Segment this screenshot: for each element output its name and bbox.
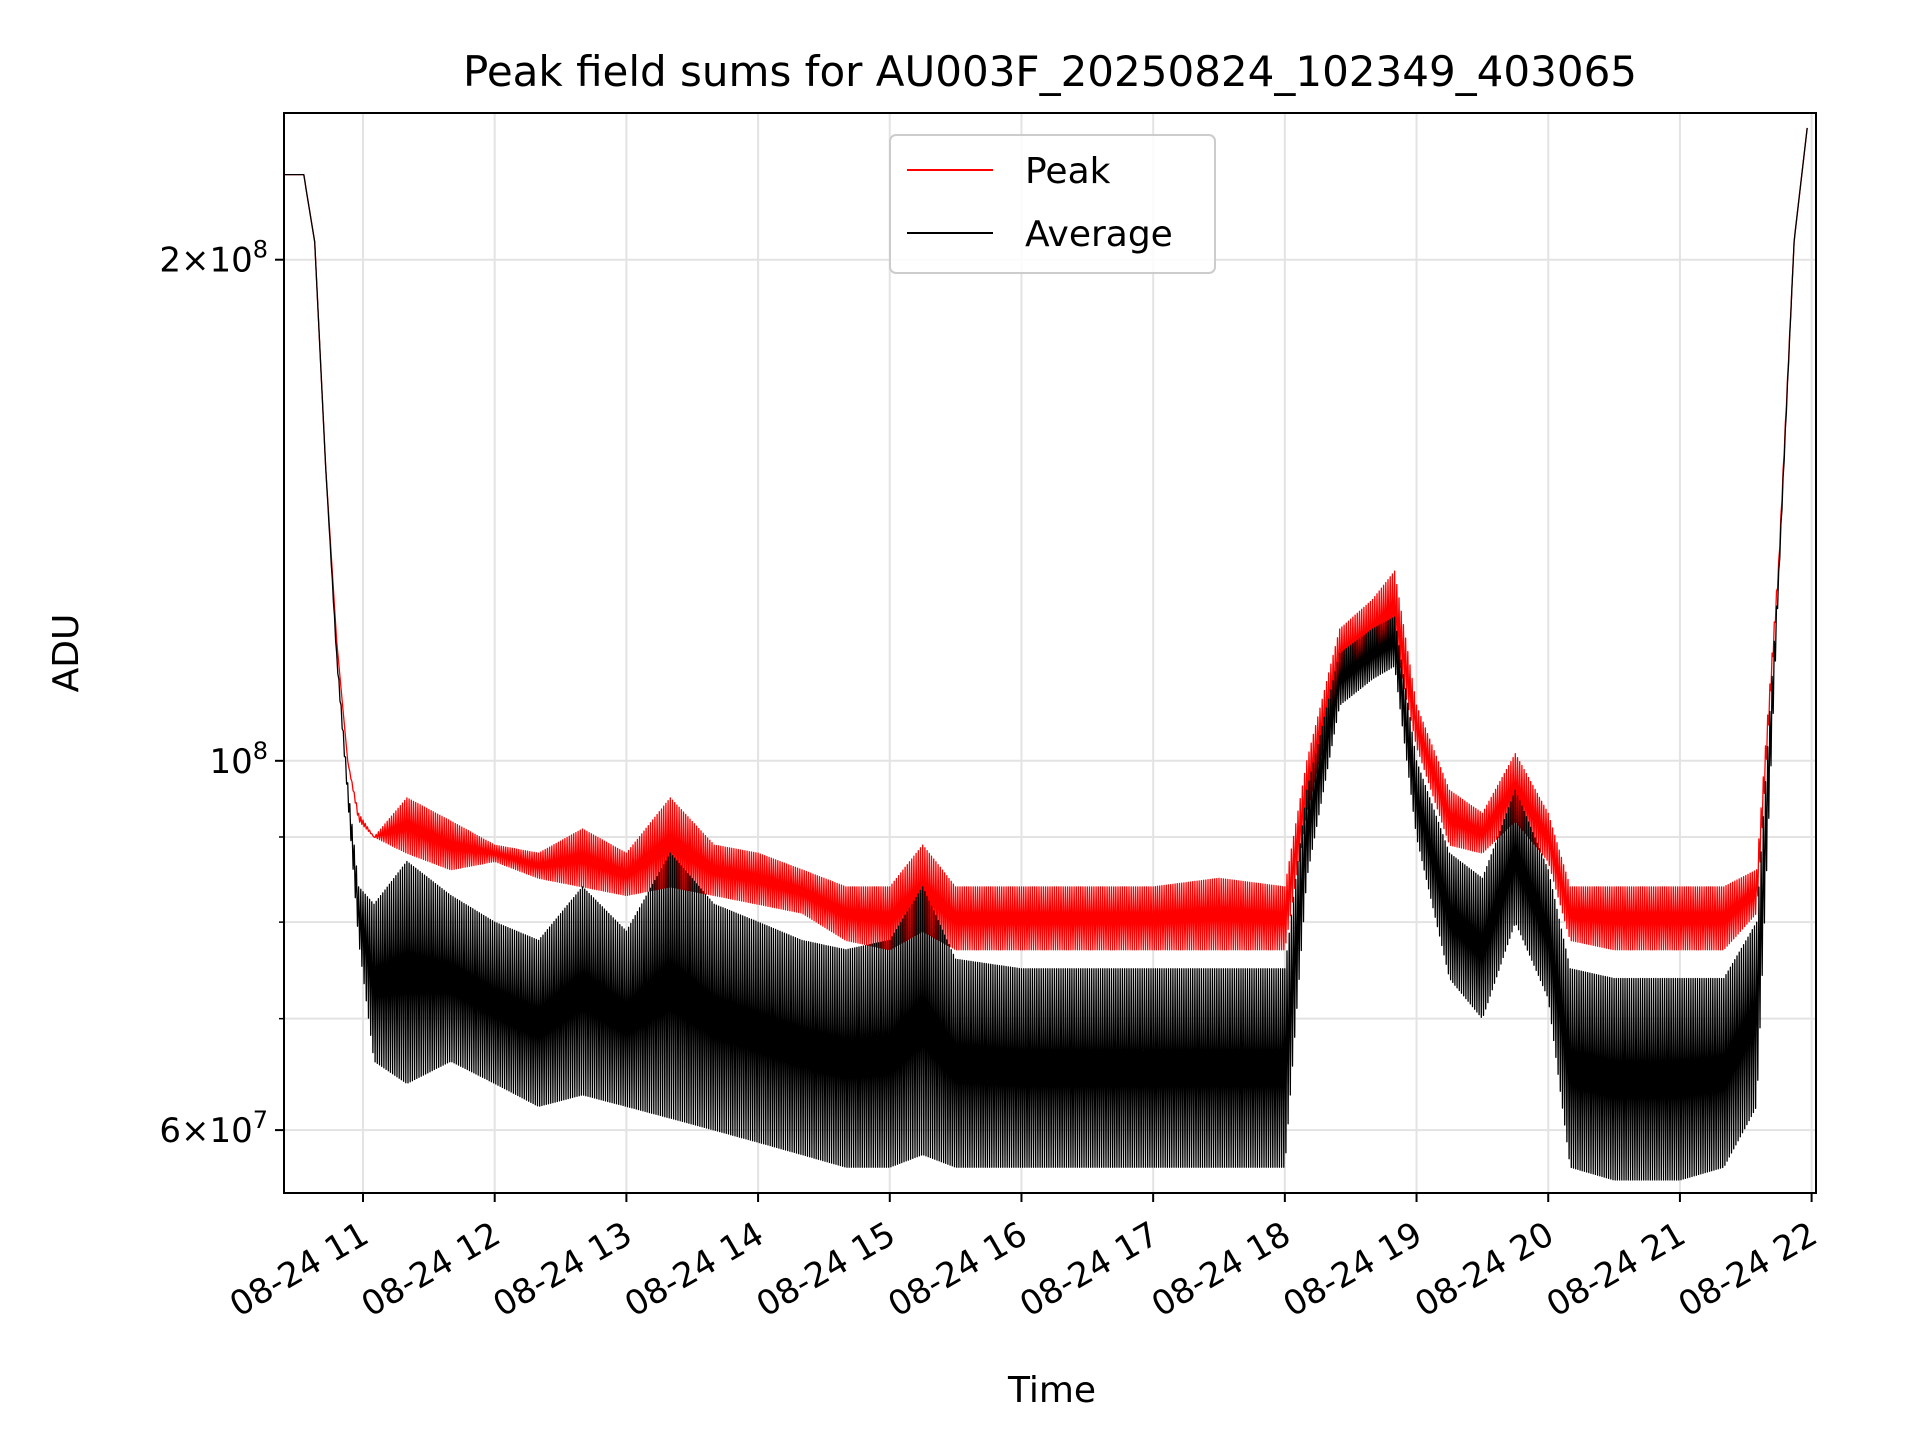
y-axis: 6×107 108 2×108 <box>159 236 284 1151</box>
y-tick-label: 2×108 <box>159 236 268 281</box>
y-tick-label: 108 <box>209 737 268 782</box>
series-line-peak <box>284 127 1808 951</box>
plot-frame <box>283 112 1817 1194</box>
x-axis-label: Time <box>1007 1370 1096 1411</box>
y-tick-label: 6×107 <box>159 1106 268 1151</box>
legend-label-average: Average <box>1025 214 1173 255</box>
legend: Peak Average <box>889 134 1216 274</box>
chart-title: Peak field sums for AU003F_20250824_1023… <box>463 47 1637 96</box>
y-axis-label: ADU <box>46 614 87 693</box>
legend-label-peak: Peak <box>1025 151 1111 192</box>
series-layer <box>284 127 1808 1181</box>
series-line-average <box>284 127 1808 1181</box>
